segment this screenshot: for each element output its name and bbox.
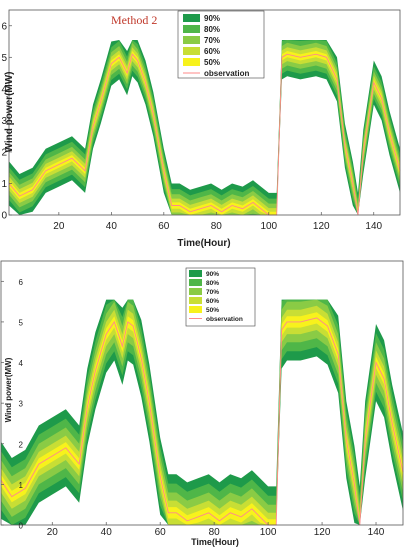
top-y-tick-label: 0 [1,211,7,222]
top-legend-label: 80% [204,25,220,34]
top-x-tick-label: 80 [211,221,223,232]
bottom-band-60-area [1,305,403,525]
top-x-tick-label: 40 [106,221,118,232]
bottom-x-tick-label: 20 [47,527,59,538]
top-plot-frame [8,9,401,216]
top-legend-label: observation [204,69,249,78]
bottom-legend-swatch [189,270,202,277]
bottom-legend-label: observation [206,316,243,323]
bottom-legend-swatch [189,288,202,295]
bottom-x-ticks: 20 40 60 80 100 120 140 [47,522,385,538]
top-legend-label: 70% [204,36,220,45]
top-x-tick-label: 140 [365,221,382,232]
top-legend-box [177,10,265,79]
top-y-tick-label: 3 [1,116,7,127]
top-legend-swatch [183,36,200,44]
bottom-x-axis-label: Time(Hour) [191,537,239,547]
bottom-plot-frame [0,260,404,526]
top-x-tick-label: 20 [53,221,65,232]
bottom-x-tick-label: 100 [260,527,277,538]
top-y-ticks: 0 1 2 3 4 5 6 [1,21,12,222]
top-legend-label: 60% [204,47,220,56]
bottom-y-tick-label: 1 [19,481,24,490]
top-legend-label: 50% [204,58,220,67]
top-x-tick-label: 100 [260,221,277,232]
top-y-tick-label: 6 [1,21,7,32]
bottom-y-tick-label: 3 [19,400,24,409]
chart-bottom: 20 40 60 80 100 120 140 0 1 2 3 4 5 6 Time(Hour) Win… [0,260,404,547]
bottom-legend-label: 80% [206,280,219,287]
top-legend-swatch [183,58,200,66]
bottom-observation-line [0,317,404,526]
bottom-x-tick-label: 80 [209,527,221,538]
bottom-y-ticks: 0 1 2 3 4 5 6 [1,278,24,531]
bottom-legend-label: 60% [206,298,219,305]
top-y-tick-label: 5 [1,53,7,64]
bottom-y-tick-label: 4 [19,359,24,368]
bottom-x-tick-label: 40 [101,527,113,538]
top-legend-swatch [183,25,200,33]
bottom-legend-label: 70% [206,289,219,296]
bottom-legend-swatch [189,279,202,286]
top-legend: 90% 80% 70% 60% 50% observation [177,10,265,79]
method-label: Method 2 [111,13,157,27]
top-y-tick-label: 2 [1,147,7,158]
top-x-tick-label: 60 [158,221,170,232]
bottom-legend-label: 90% [206,271,219,278]
top-legend-label: 90% [204,14,220,23]
bottom-legend-label: 50% [206,307,219,314]
bottom-prediction-bands [1,299,403,525]
bottom-y-tick-label: 6 [19,278,24,287]
bottom-x-tick-label: 140 [368,527,385,538]
chart-top: 20 40 60 80 100 120 140 0 1 2 3 4 5 6 Time(Hour) Win… [1,9,401,249]
top-x-ticks: 20 40 60 80 100 120 140 [53,212,383,232]
bottom-y-tick-label: 2 [19,440,24,449]
top-x-tick-label: 120 [313,221,330,232]
bottom-legend: 90% 80% 70% 60% 50% observation [185,267,256,327]
bottom-y-tick-label: 0 [19,522,24,531]
top-prediction-bands [9,40,400,216]
bottom-y-tick-label: 5 [19,318,24,327]
top-y-axis-label: Wind power(MW) [4,71,15,152]
bottom-x-tick-label: 60 [155,527,167,538]
top-y-tick-label: 4 [1,84,7,95]
top-x-axis-label: Time(Hour) [177,238,230,249]
bottom-legend-swatch [189,306,202,313]
top-legend-swatch [183,47,200,55]
top-y-tick-label: 1 [1,179,7,190]
bottom-y-axis-label: Wind power(MW) [4,357,13,422]
bottom-x-tick-label: 120 [314,527,331,538]
bottom-legend-swatch [189,297,202,304]
top-observation-line [8,53,401,216]
top-legend-swatch [183,14,200,22]
